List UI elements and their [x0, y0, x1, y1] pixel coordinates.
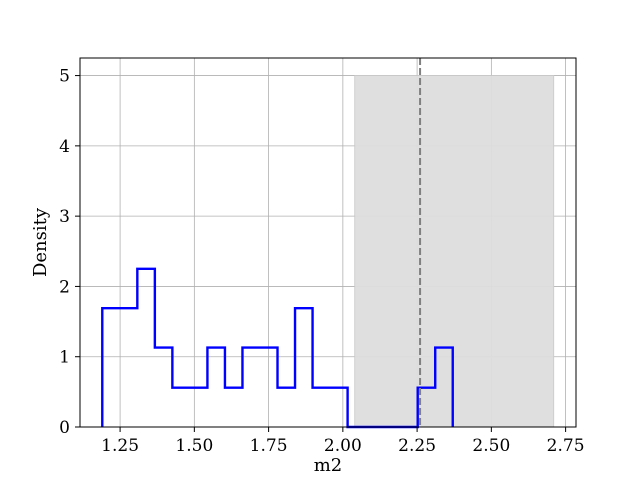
- x-tick-label-0: 1.25: [101, 436, 139, 456]
- y-axis-label: Density: [30, 207, 51, 277]
- x-tick-label-1: 1.50: [175, 436, 213, 456]
- y-tick-label-5: 5: [59, 67, 70, 87]
- x-tick-label-4: 2.25: [398, 436, 436, 456]
- x-axis-label: m2: [314, 455, 343, 476]
- x-tick-label-2: 1.75: [250, 436, 288, 456]
- x-tick-label-6: 2.75: [547, 436, 585, 456]
- plot-frame: [79, 57, 577, 428]
- y-axis: 0 1 2 3 4 5: [59, 67, 80, 438]
- x-tick-label-5: 2.50: [472, 436, 510, 456]
- y-tick-label-3: 3: [59, 207, 70, 227]
- y-tick-label-2: 2: [59, 277, 70, 297]
- x-axis: 1.25 1.50 1.75 2.00 2.25 2.50 2.75: [101, 427, 585, 456]
- y-tick-label-1: 1: [59, 348, 70, 368]
- y-tick-label-4: 4: [59, 137, 70, 157]
- shaded-interval: [354, 75, 555, 428]
- x-tick-label-3: 2.00: [324, 436, 362, 456]
- y-tick-label-0: 0: [59, 418, 70, 438]
